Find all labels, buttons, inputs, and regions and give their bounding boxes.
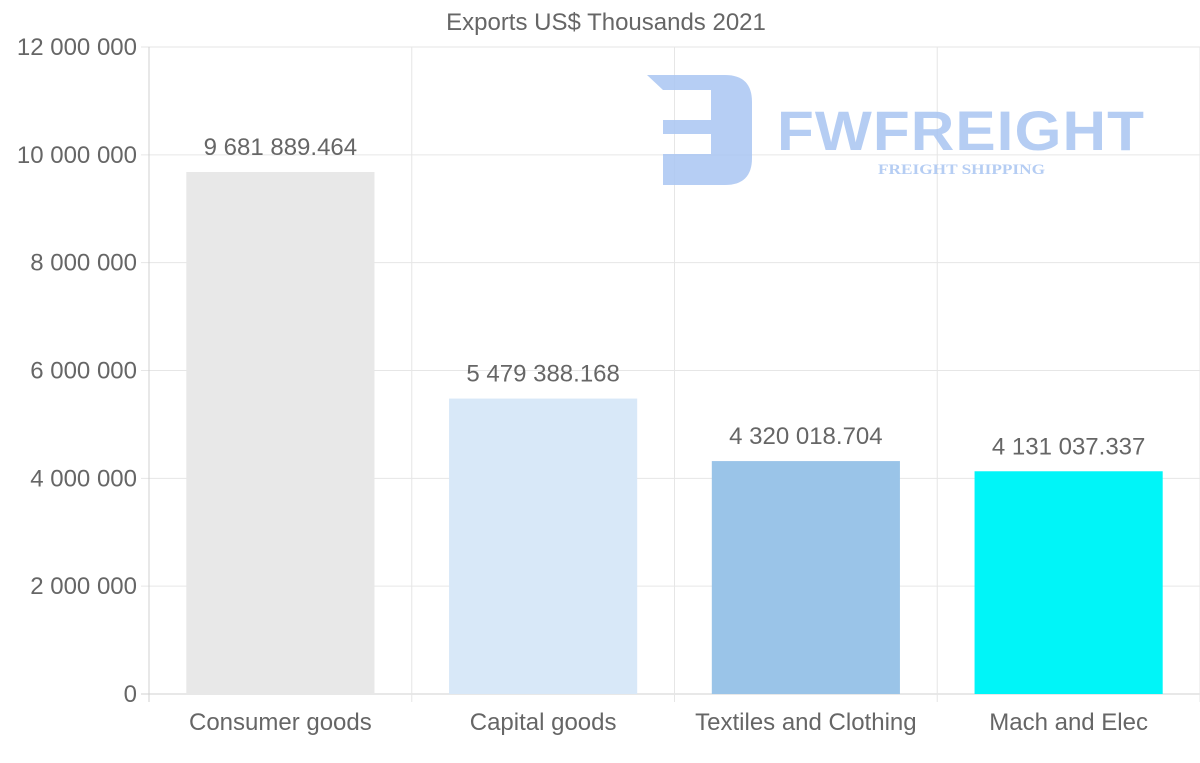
x-tick-label: Consumer goods (189, 709, 372, 736)
watermark-tagline: FREIGHT SHIPPING (878, 162, 1045, 178)
watermark-brand: FWFREIGHT (777, 99, 1145, 162)
y-tick-label: 6 000 000 (30, 358, 137, 385)
x-axis: Consumer goods Capital goods Textiles and … (189, 709, 1148, 736)
y-tick-label: 12 000 000 (17, 34, 137, 61)
y-tick-label: 2 000 000 (30, 573, 137, 600)
data-label: 4 320 018.704 (729, 423, 882, 450)
data-label: 5 479 388.168 (466, 361, 619, 388)
bar-capital-goods (449, 398, 638, 694)
bars (186, 171, 1163, 694)
y-tick-label: 10 000 000 (17, 142, 137, 169)
x-tick-label: Mach and Elec (989, 709, 1148, 736)
y-tick-label: 4 000 000 (30, 465, 137, 492)
chart-title: Exports US$ Thousands 2021 (446, 9, 766, 36)
x-tick-label: Capital goods (470, 709, 617, 736)
y-tick-label: 0 (124, 681, 137, 708)
x-tick-label: Textiles and Clothing (695, 709, 916, 736)
fwfreight-logo-icon (647, 75, 752, 185)
y-axis: 0 2 000 000 4 000 000 6 000 000 8 000 000 10 … (17, 34, 137, 708)
data-labels: 9 681 889.464 5 479 388.168 4 320 018.704 4… (204, 134, 1146, 460)
fwfreight-watermark-logo: FWFREIGHT FREIGHT SHIPPING (647, 75, 1145, 185)
bar-consumer-goods (186, 171, 375, 694)
y-tick-label: 8 000 000 (30, 250, 137, 277)
data-label: 4 131 037.337 (992, 433, 1145, 460)
bar-mach-and-elec (974, 471, 1163, 694)
data-label: 9 681 889.464 (204, 134, 357, 161)
bar-textiles-and-clothing (711, 461, 900, 694)
